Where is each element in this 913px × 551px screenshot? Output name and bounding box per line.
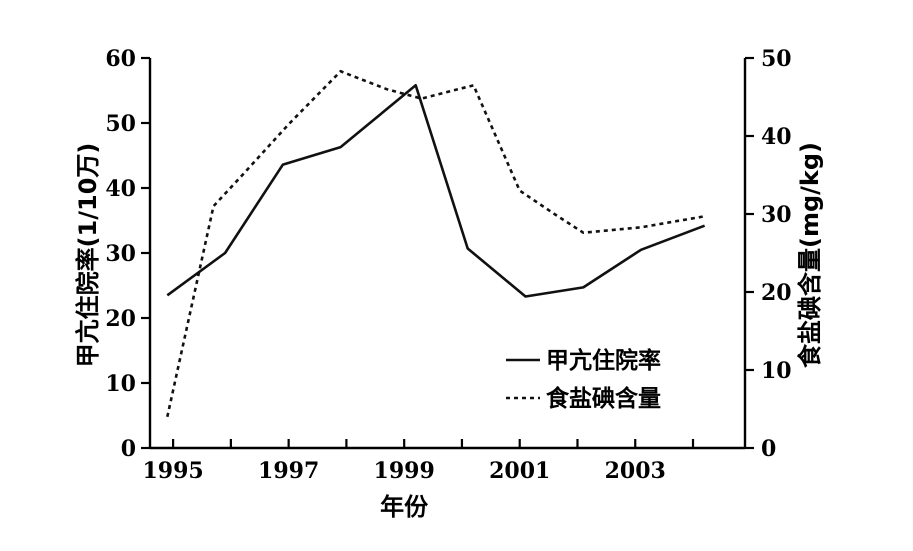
chart-ticks bbox=[141, 56, 754, 450]
left-y-tick-label: 40 bbox=[105, 176, 136, 202]
legend-label-hyperthyroid-rate: 甲亢住院率 bbox=[546, 347, 661, 374]
right-y-tick-label: 40 bbox=[761, 124, 792, 150]
x-tick-label: 1995 bbox=[142, 458, 203, 484]
right-y-tick-label: 20 bbox=[761, 280, 792, 306]
x-axis-title: 年份 bbox=[380, 493, 429, 521]
left-y-tick-label: 30 bbox=[105, 241, 136, 267]
left-y-tick-label: 20 bbox=[105, 306, 136, 332]
left-y-axis-title: 甲亢住院率(1/10万) bbox=[74, 143, 102, 368]
right-y-tick-label: 0 bbox=[761, 436, 776, 462]
x-tick-label: 2003 bbox=[605, 458, 666, 484]
left-y-tick-label: 0 bbox=[121, 436, 136, 462]
left-y-tick-label: 50 bbox=[105, 111, 136, 137]
legend-label-salt-iodine: 食盐碘含量 bbox=[546, 385, 661, 412]
series-line-hyperthyroid-rate bbox=[166, 84, 706, 298]
left-y-tick-label: 10 bbox=[105, 371, 136, 397]
right-y-tick-label: 50 bbox=[761, 46, 792, 72]
right-y-tick-label: 30 bbox=[761, 202, 792, 228]
x-tick-label: 1997 bbox=[258, 458, 319, 484]
chart-legend: 甲亢住院率 食盐碘含量 bbox=[506, 347, 661, 412]
left-y-tick-label: 60 bbox=[105, 46, 136, 72]
x-tick-label: 2001 bbox=[489, 458, 550, 484]
series-line-salt-iodine bbox=[166, 69, 705, 418]
x-tick-label: 1999 bbox=[374, 458, 435, 484]
right-y-tick-label: 10 bbox=[761, 358, 792, 384]
chart-tick-labels: 1995 1997 1999 2001 2003 0 10 20 30 40 50 60 0 10 20 30… bbox=[105, 46, 791, 484]
chart-series bbox=[166, 69, 706, 418]
right-y-axis-title: 食盐碘含量(mg/kg) bbox=[796, 142, 824, 368]
